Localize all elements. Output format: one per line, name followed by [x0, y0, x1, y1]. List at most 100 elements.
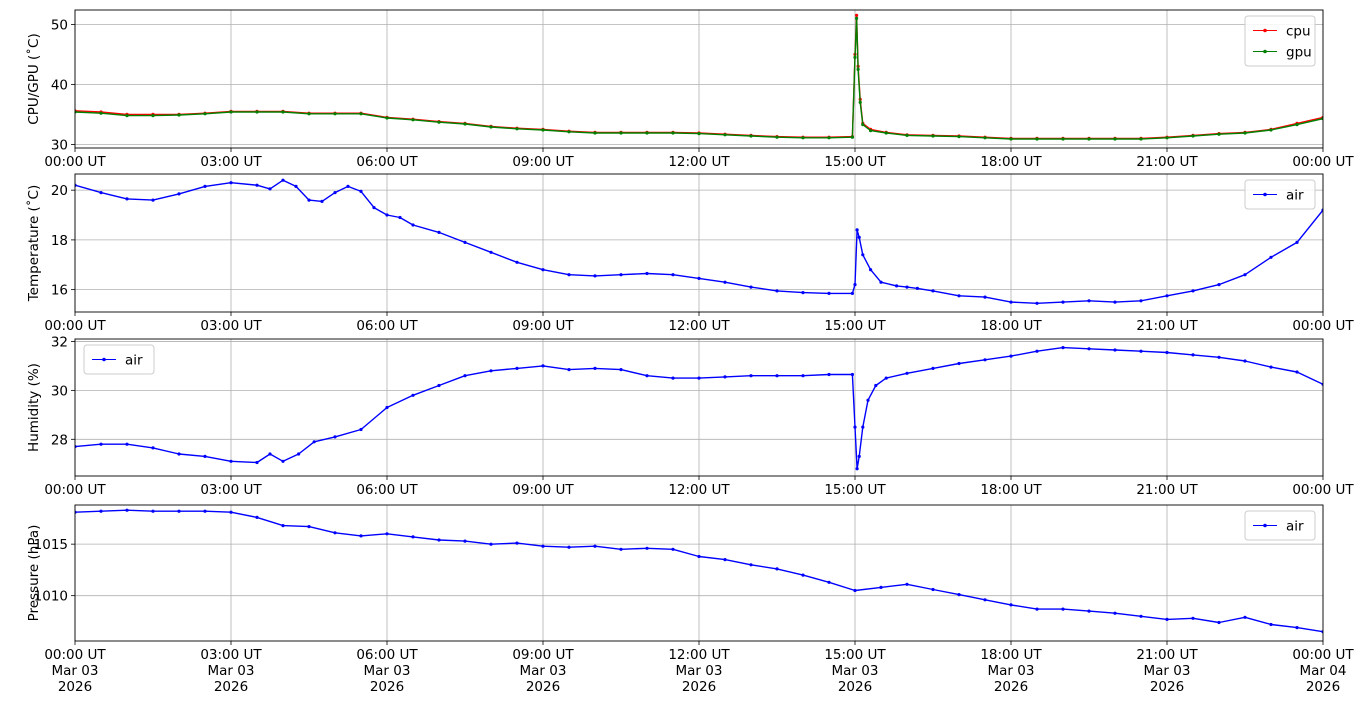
pressure-x-tick-label: 12:00 UT — [668, 647, 730, 663]
humidity-air-point — [1061, 346, 1065, 350]
cpu-gpu-gpu-point — [489, 125, 493, 129]
temperature-air-point — [515, 260, 519, 264]
temperature-air-point — [775, 289, 779, 293]
pressure-air-point — [723, 558, 727, 562]
humidity-air-point — [437, 383, 441, 388]
pressure-air-point — [697, 554, 701, 559]
humidity-air-point — [99, 442, 103, 446]
pressure-y-tick-label: 1010 — [34, 589, 68, 605]
temperature-air-point — [1243, 273, 1247, 277]
pressure-air-point — [1113, 611, 1117, 615]
pressure-air-point — [593, 544, 597, 548]
temperature-air-point — [320, 199, 324, 203]
humidity-air-point — [884, 376, 888, 380]
pressure-legend-marker-air — [1263, 523, 1267, 528]
cpu-gpu-gpu-point — [856, 67, 860, 71]
cpu-gpu-legend-label-gpu: gpu — [1286, 45, 1312, 61]
humidity-air-point — [1217, 355, 1221, 359]
humidity-series-air — [75, 346, 1323, 471]
temperature-air-point — [1061, 300, 1065, 304]
cpu-gpu-gpu-point — [1295, 123, 1299, 127]
pressure-x-tick-label: 2026 — [214, 679, 248, 695]
pressure-axes-frame — [74, 504, 1324, 642]
cpu-gpu-gpu-point — [801, 136, 805, 140]
humidity-x-tick-label: 09:00 UT — [512, 482, 574, 498]
humidity-air-point — [1087, 347, 1091, 351]
cpu-gpu-cpu-point — [855, 13, 859, 17]
humidity-air-point — [515, 366, 519, 370]
temperature-air-point — [1191, 289, 1195, 293]
cpu-gpu-gpu-point — [1243, 131, 1247, 135]
humidity-air-point — [874, 383, 878, 388]
cpu-gpu-series-gpu — [75, 16, 1323, 141]
pressure-air-point — [385, 532, 389, 536]
pressure-x-tick-label: Mar 03 — [364, 663, 411, 679]
temperature-air-point — [915, 286, 920, 290]
humidity-air-point — [385, 405, 389, 410]
humidity-air-point — [861, 425, 865, 429]
temperature-x-tick-label: 00:00 UT — [1292, 318, 1354, 334]
pressure-x-tick-label: Mar 04 — [1300, 663, 1347, 679]
temperature-air-point — [333, 191, 337, 195]
humidity-air-point — [749, 374, 753, 378]
humidity-air-point — [801, 374, 805, 378]
pressure-air-point — [1165, 617, 1169, 622]
humidity-air-point — [957, 361, 961, 366]
cpu-gpu-gpu-point — [463, 122, 467, 126]
temperature-air-line — [75, 179, 1323, 304]
cpu-gpu-gpu-point — [1139, 137, 1143, 141]
temperature-air-point — [1269, 255, 1273, 259]
pressure-legend: air — [1244, 510, 1316, 541]
cpu-gpu-x-tick-label: 15:00 UT — [824, 154, 886, 170]
pressure-x-tick-label: 2026 — [1150, 679, 1184, 695]
temperature-air-point — [1087, 299, 1091, 303]
humidity-air-point — [827, 372, 831, 377]
cpu-gpu-gpu-point — [151, 114, 155, 118]
pressure-x-tick-label: Mar 03 — [832, 663, 879, 679]
temperature-air-point — [957, 294, 961, 298]
cpu-gpu-gpu-point — [723, 133, 727, 137]
cpu-gpu-legend: cpu gpu — [1244, 15, 1316, 67]
cpu-gpu-gpu-point — [359, 112, 363, 116]
humidity-air-point — [593, 366, 597, 370]
humidity-air-point — [671, 376, 675, 380]
cpu-gpu-gpu-point — [1087, 137, 1091, 141]
cpu-gpu-y-tick-label: 50 — [51, 17, 68, 33]
pressure-x-tick-label: 15:00 UT — [824, 647, 886, 663]
pressure-air-point — [333, 531, 337, 535]
pressure-air-point — [1191, 616, 1195, 620]
temperature-panel: 00:00 UT 03:00 UT 06:00 UT 09:00 UT 12:00 UT… — [25, 173, 1354, 334]
pressure-air-point — [411, 535, 415, 539]
cpu-gpu-x-tick-label: 03:00 UT — [200, 154, 262, 170]
cpu-gpu-y-axis-label: CPU/GPU (˚C) — [25, 33, 42, 124]
cpu-gpu-gpu-point — [1113, 137, 1117, 141]
cpu-gpu-gpu-point — [671, 131, 675, 135]
temperature-air-point — [671, 273, 675, 277]
pressure-air-point — [567, 545, 571, 549]
pressure-air-point — [359, 534, 363, 538]
humidity-legend-marker-air — [102, 357, 106, 362]
temperature-x-tick-label: 09:00 UT — [512, 318, 574, 334]
cpu-gpu-legend-label-cpu: cpu — [1286, 24, 1311, 40]
humidity-x-tick-label: 21:00 UT — [1136, 482, 1198, 498]
humidity-air-point — [489, 369, 493, 373]
cpu-gpu-gpu-point — [177, 113, 181, 117]
pressure-air-point — [151, 509, 155, 513]
pressure-legend-box — [1244, 510, 1316, 541]
humidity-air-point — [1139, 349, 1143, 353]
temperature-air-point — [125, 197, 129, 201]
pressure-air-point — [1269, 622, 1273, 627]
cpu-gpu-gpu-point — [1191, 134, 1195, 138]
cpu-gpu-gpu-point — [869, 129, 873, 133]
humidity-x-tick-label: 03:00 UT — [200, 482, 262, 498]
pressure-y-axis-label: Pressure (hPa) — [26, 525, 42, 622]
pressure-y-tick-label: 1015 — [34, 537, 68, 553]
cpu-gpu-gpu-point — [1269, 128, 1273, 132]
cpu-gpu-gpu-point — [1009, 137, 1013, 141]
pressure-x-tick-label: 06:00 UT — [356, 647, 418, 663]
temperature-air-point — [905, 285, 909, 289]
humidity-air-point — [853, 425, 857, 429]
temperature-legend-label-air: air — [1286, 188, 1304, 204]
humidity-air-point — [151, 446, 155, 450]
cpu-gpu-x-tick-label: 00:00 UT — [1292, 154, 1354, 170]
